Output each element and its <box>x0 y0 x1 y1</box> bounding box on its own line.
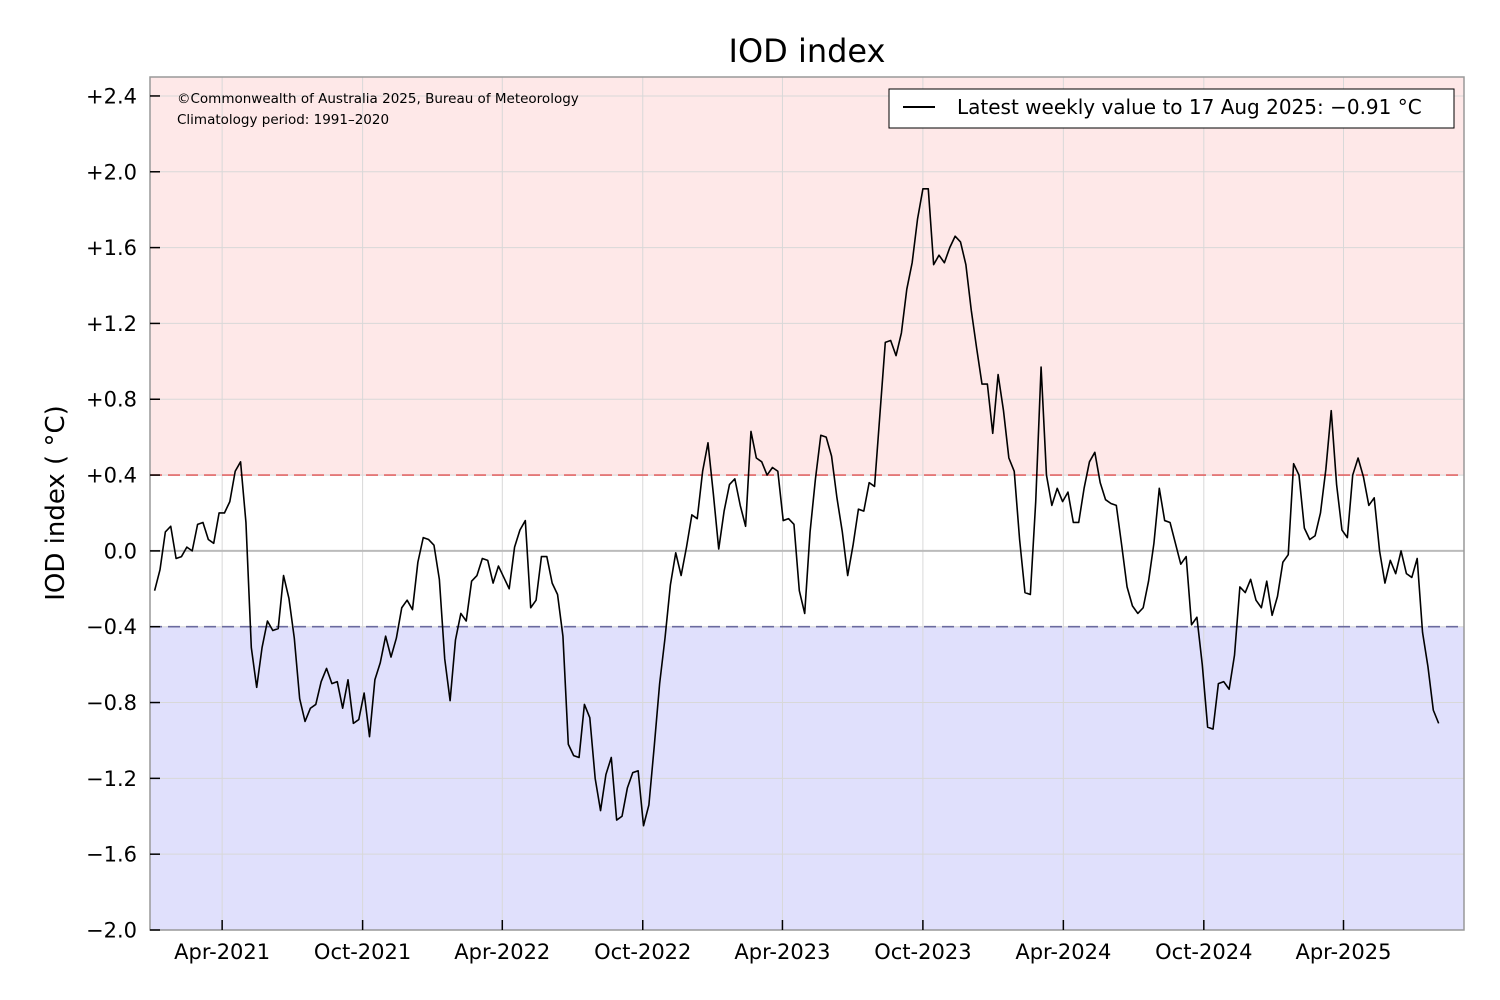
x-tick-label: Apr-2024 <box>1015 940 1111 964</box>
series-layer <box>153 188 1440 827</box>
y-tick-label: −1.2 <box>86 767 137 791</box>
legend-entry: Latest weekly value to 17 Aug 2025: −0.9… <box>957 95 1422 119</box>
iod-weekly-series-line <box>153 188 1440 827</box>
copyright-annotation: ©Commonwealth of Australia 2025, Bureau … <box>177 91 579 107</box>
phase-bands <box>150 77 1464 930</box>
y-tick-label: +0.8 <box>86 388 137 412</box>
plot-frame <box>149 76 1465 931</box>
legend: Latest weekly value to 17 Aug 2025: −0.9… <box>888 88 1455 129</box>
y-tick-label: +1.2 <box>86 312 137 336</box>
x-tick-label: Apr-2022 <box>454 940 550 964</box>
x-tick-label: Apr-2023 <box>734 940 830 964</box>
x-tick-label: Apr-2021 <box>174 940 270 964</box>
climatology-annotation: Climatology period: 1991–2020 <box>177 112 389 128</box>
x-axis-ticks: Apr-2021 Oct-2021 Apr-2022 Oct-2022 Apr-2023… <box>174 920 1392 964</box>
reference-lines <box>150 474 1464 628</box>
y-tick-label: −0.4 <box>86 615 137 639</box>
y-tick-label: 0.0 <box>104 539 137 563</box>
y-axis-ticks: +2.4 +2.0 +1.6 +1.2 +0.8 +0.4 0.0 −0.4 −0.8 −1.2 −… <box>86 84 160 943</box>
y-tick-label: +0.4 <box>86 464 137 488</box>
y-tick-label: −2.0 <box>86 919 137 943</box>
positive-phase-band <box>150 77 1464 476</box>
x-tick-label: Oct-2021 <box>314 940 411 964</box>
x-tick-label: Oct-2023 <box>874 940 971 964</box>
y-tick-label: +2.0 <box>86 160 137 184</box>
y-tick-label: +2.4 <box>86 84 137 108</box>
x-tick-label: Apr-2025 <box>1295 940 1391 964</box>
chart-title: IOD index <box>729 32 886 70</box>
y-tick-label: −1.6 <box>86 843 137 867</box>
x-tick-label: Oct-2022 <box>594 940 691 964</box>
x-tick-label: Oct-2024 <box>1155 940 1252 964</box>
y-tick-label: +1.6 <box>86 236 137 260</box>
y-tick-label: −0.8 <box>86 691 137 715</box>
legend-box <box>888 88 1455 129</box>
y-axis-label: IOD index ( °C) <box>41 405 71 601</box>
